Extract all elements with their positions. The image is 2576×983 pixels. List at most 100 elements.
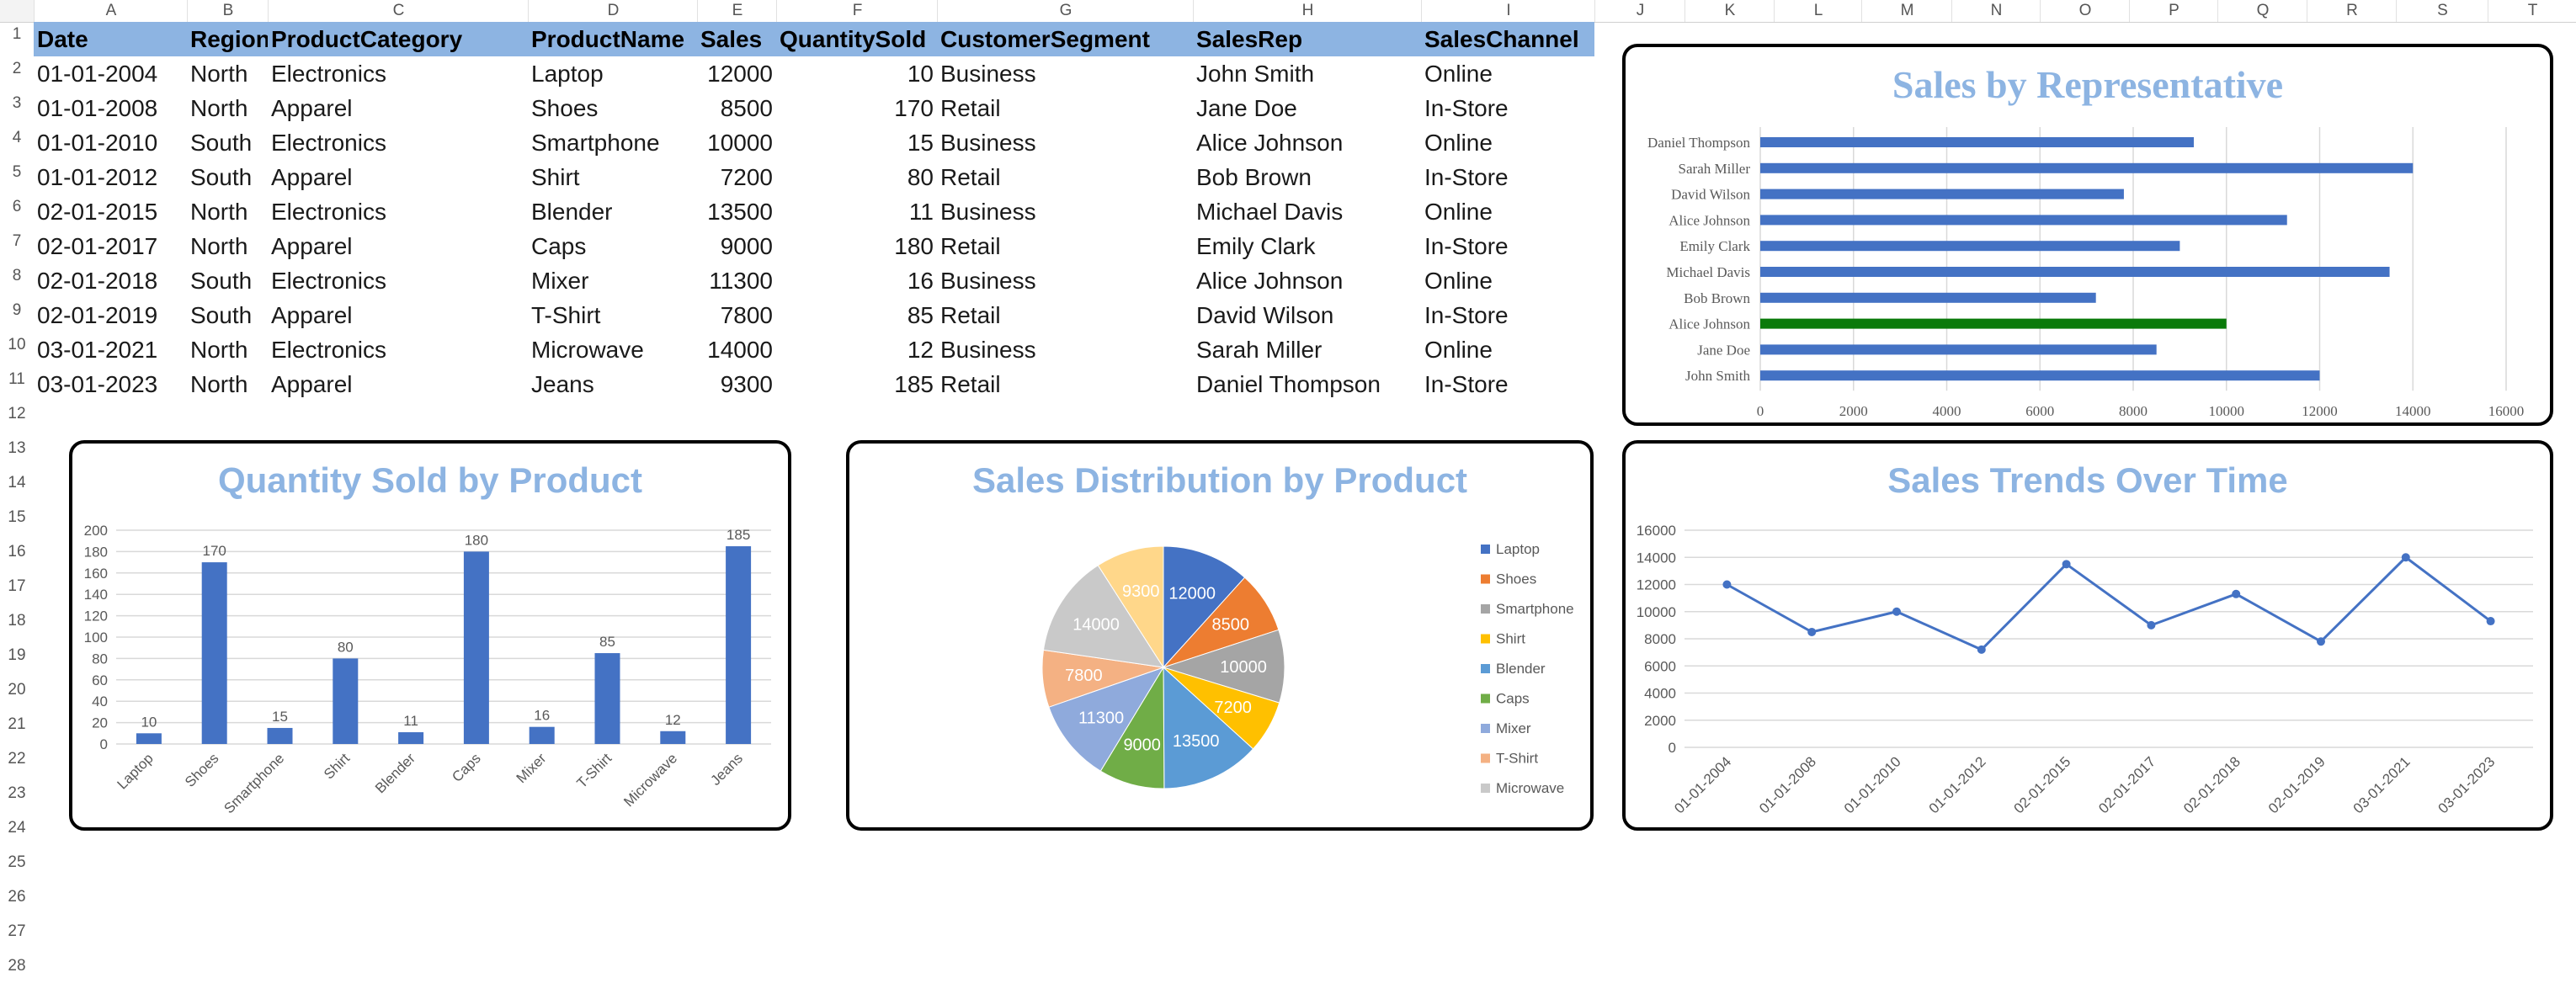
chart-sales-distribution-by-product[interactable]: Sales Distribution by Product 12000 8500 10…: [846, 440, 1594, 831]
table-cell[interactable]: Mixer: [531, 268, 589, 294]
table-cell[interactable]: In-Store: [1424, 233, 1509, 259]
table-cell[interactable]: Blender: [531, 199, 613, 225]
table-cell[interactable]: 8500: [720, 95, 773, 121]
table-cell[interactable]: 7800: [720, 302, 773, 328]
table-cell[interactable]: John Smith: [1196, 61, 1315, 87]
row-header-17[interactable]: 17: [8, 577, 26, 595]
table-cell[interactable]: Business: [940, 130, 1036, 156]
bar[interactable]: [333, 658, 359, 744]
table-cell[interactable]: 10000: [707, 130, 773, 156]
table-cell[interactable]: 03-01-2023: [37, 371, 158, 397]
table-cell[interactable]: Business: [940, 337, 1036, 363]
table-cell[interactable]: 02-01-2015: [37, 199, 158, 225]
table-cell[interactable]: 14000: [707, 337, 773, 363]
data-point[interactable]: [2401, 553, 2410, 562]
row-header-24[interactable]: 24: [8, 819, 26, 837]
row-header-8[interactable]: 8: [12, 267, 22, 284]
table-cell[interactable]: Electronics: [271, 61, 386, 87]
table-cell[interactable]: 15: [907, 130, 934, 156]
table-cell[interactable]: Online: [1424, 268, 1493, 294]
row-header-10[interactable]: 10: [8, 336, 26, 353]
table-cell[interactable]: Michael Davis: [1196, 199, 1344, 225]
table-cell[interactable]: South: [190, 268, 253, 294]
header-cell-customersegment[interactable]: CustomerSegment: [940, 26, 1150, 52]
row-header-9[interactable]: 9: [12, 301, 22, 319]
table-cell[interactable]: 85: [907, 302, 934, 328]
column-header-h[interactable]: H: [1193, 0, 1422, 22]
data-point[interactable]: [1977, 645, 1986, 654]
bar[interactable]: [594, 653, 620, 744]
bar[interactable]: [398, 732, 424, 744]
row-header-1[interactable]: 1: [12, 25, 22, 43]
table-cell[interactable]: 10: [907, 61, 934, 87]
table-cell[interactable]: 02-01-2017: [37, 233, 158, 259]
row-header-27[interactable]: 27: [8, 922, 26, 940]
table-cell[interactable]: 01-01-2010: [37, 130, 158, 156]
row-header-26[interactable]: 26: [8, 888, 26, 906]
column-header-t[interactable]: T: [2488, 0, 2576, 22]
table-cell[interactable]: In-Store: [1424, 95, 1509, 121]
table-cell[interactable]: Online: [1424, 130, 1493, 156]
bar[interactable]: [136, 733, 162, 744]
column-header-g[interactable]: G: [937, 0, 1194, 22]
table-cell[interactable]: 180: [894, 233, 934, 259]
table-cell[interactable]: Retail: [940, 371, 1001, 397]
column-header-a[interactable]: A: [34, 0, 188, 22]
table-cell[interactable]: Daniel Thompson: [1196, 371, 1381, 397]
bar[interactable]: [529, 726, 555, 744]
column-header-q[interactable]: Q: [2217, 0, 2307, 22]
row-header-12[interactable]: 12: [8, 405, 26, 422]
table-cell[interactable]: 01-01-2008: [37, 95, 158, 121]
row-header-22[interactable]: 22: [8, 750, 26, 768]
row-header-15[interactable]: 15: [8, 508, 26, 526]
pie-slice[interactable]: [1097, 545, 1164, 669]
bar[interactable]: [267, 727, 293, 744]
row-header-25[interactable]: 25: [8, 853, 26, 871]
table-cell[interactable]: 01-01-2012: [37, 164, 158, 190]
table-cell[interactable]: 11: [908, 199, 934, 225]
table-cell[interactable]: Online: [1424, 199, 1493, 225]
bar[interactable]: [1760, 370, 2320, 381]
series-line[interactable]: [1726, 555, 2492, 651]
row-header-5[interactable]: 5: [12, 163, 22, 181]
table-cell[interactable]: Bob Brown: [1196, 164, 1312, 190]
table-cell[interactable]: Retail: [940, 233, 1001, 259]
table-cell[interactable]: Jeans: [531, 371, 594, 397]
chart-quantity-sold-by-product[interactable]: Quantity Sold by Product 0 20 40 60 80 100 120 1…: [69, 440, 791, 831]
table-cell[interactable]: Apparel: [271, 95, 353, 121]
header-cell-saleschannel[interactable]: SalesChannel: [1424, 26, 1579, 52]
column-header-e[interactable]: E: [697, 0, 777, 22]
column-header-f[interactable]: F: [776, 0, 938, 22]
row-header-2[interactable]: 2: [12, 60, 22, 77]
pie-slice[interactable]: [1163, 666, 1254, 789]
table-cell[interactable]: North: [190, 95, 248, 121]
table-cell[interactable]: Business: [940, 199, 1036, 225]
column-header-l[interactable]: L: [1774, 0, 1862, 22]
table-cell[interactable]: T-Shirt: [531, 302, 601, 328]
table-cell[interactable]: Apparel: [271, 302, 353, 328]
table-cell[interactable]: Smartphone: [531, 130, 660, 156]
table-cell[interactable]: Laptop: [531, 61, 604, 87]
table-cell[interactable]: Shoes: [531, 95, 599, 121]
table-cell[interactable]: 12000: [707, 61, 773, 87]
row-header-18[interactable]: 18: [8, 612, 26, 630]
bar[interactable]: [1760, 137, 2194, 147]
table-cell[interactable]: South: [190, 164, 253, 190]
table-cell[interactable]: North: [190, 337, 248, 363]
table-cell[interactable]: Business: [940, 61, 1036, 87]
column-header-c[interactable]: C: [268, 0, 529, 22]
row-header-19[interactable]: 19: [8, 646, 26, 664]
data-point[interactable]: [1722, 580, 1732, 589]
row-header-6[interactable]: 6: [12, 198, 22, 215]
table-cell[interactable]: Apparel: [271, 233, 353, 259]
row-header-28[interactable]: 28: [8, 957, 26, 975]
table-cell[interactable]: Sarah Miller: [1196, 337, 1323, 363]
column-header-d[interactable]: D: [528, 0, 698, 22]
table-cell[interactable]: Retail: [940, 95, 1001, 121]
column-header-b[interactable]: B: [187, 0, 269, 22]
table-cell[interactable]: 12: [907, 337, 934, 363]
table-cell[interactable]: 7200: [720, 164, 773, 190]
bar[interactable]: [1760, 215, 2287, 226]
table-cell[interactable]: Retail: [940, 302, 1001, 328]
bar[interactable]: [1760, 318, 2227, 329]
